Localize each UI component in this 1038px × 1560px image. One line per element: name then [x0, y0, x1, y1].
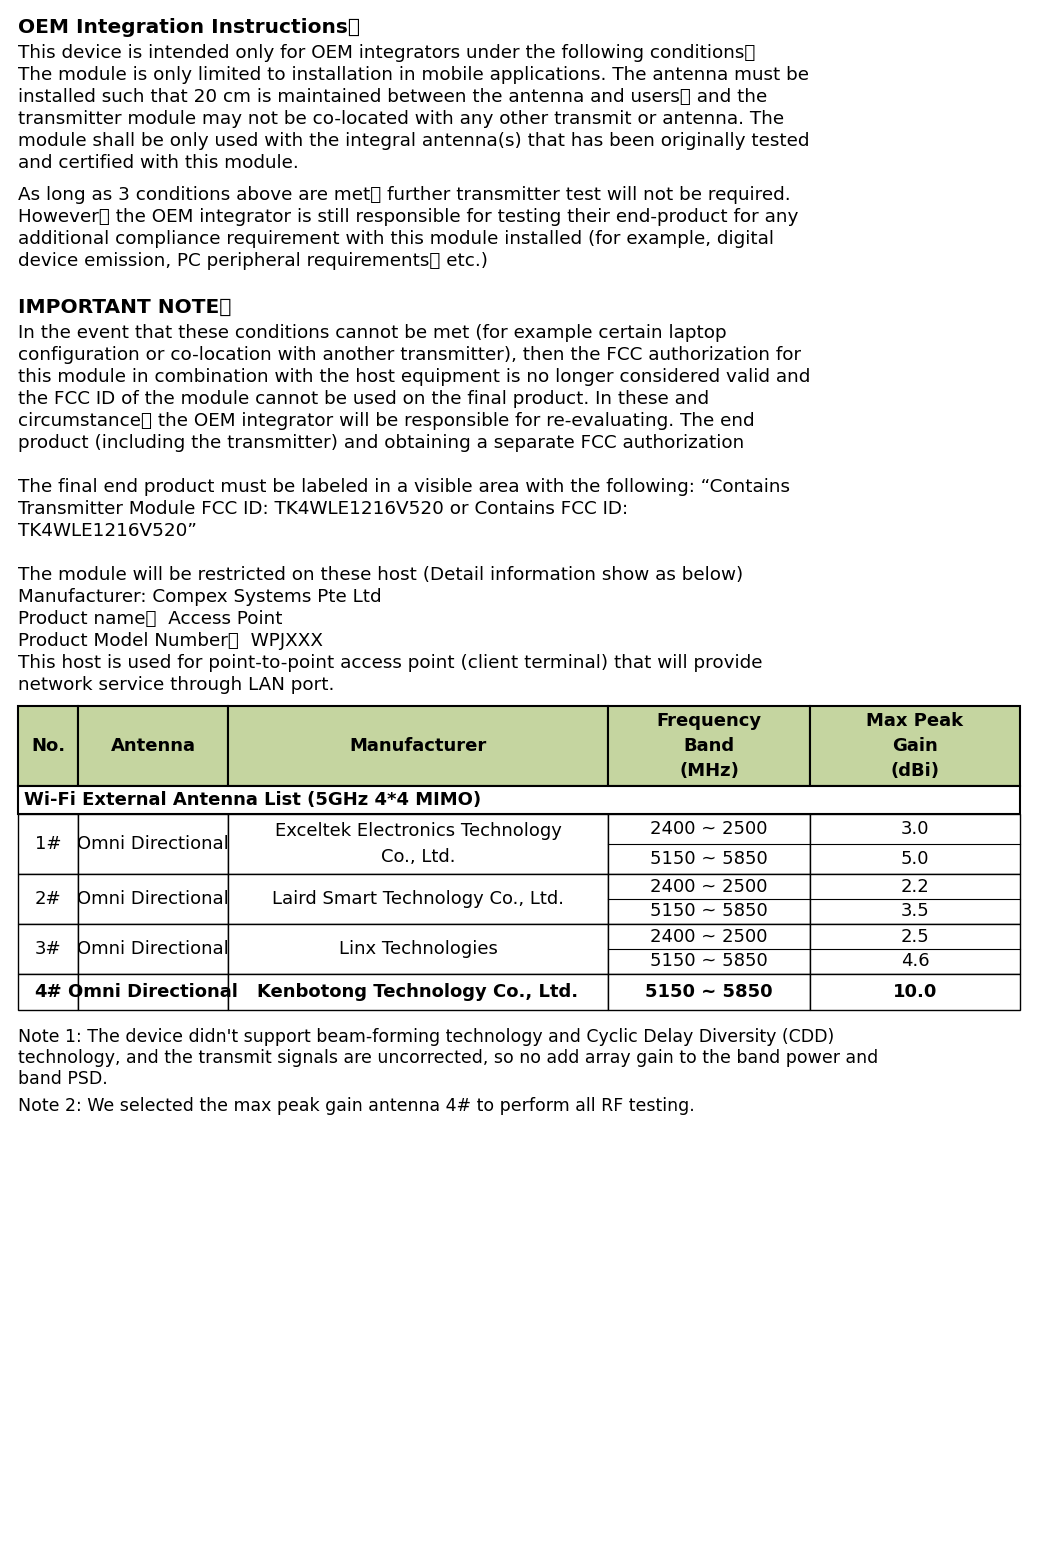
Text: Kenbotong Technology Co., Ltd.: Kenbotong Technology Co., Ltd.: [257, 983, 578, 1002]
Text: Antenna: Antenna: [110, 736, 195, 755]
Bar: [18, 707, 78, 786]
Bar: [228, 973, 608, 1009]
Bar: [608, 973, 810, 1009]
Text: Product name：  Access Point: Product name： Access Point: [18, 610, 282, 629]
Text: Manufacturer: Compex Systems Pte Ltd: Manufacturer: Compex Systems Pte Ltd: [18, 588, 382, 605]
Text: This device is intended only for OEM integrators under the following conditions：: This device is intended only for OEM int…: [18, 44, 756, 62]
Text: 2400 ~ 2500: 2400 ~ 2500: [650, 928, 768, 945]
Text: product (including the transmitter) and obtaining a separate FCC authorization: product (including the transmitter) and …: [18, 434, 744, 452]
Text: However， the OEM integrator is still responsible for testing their end-product f: However， the OEM integrator is still res…: [18, 207, 798, 226]
Text: 2#: 2#: [34, 891, 61, 908]
Text: TK4WLE1216V520”: TK4WLE1216V520”: [18, 523, 197, 540]
Text: 5.0: 5.0: [901, 850, 929, 867]
Text: In the event that these conditions cannot be met (for example certain laptop: In the event that these conditions canno…: [18, 324, 727, 342]
Bar: [78, 874, 228, 924]
Bar: [810, 973, 1020, 1009]
Text: 4.6: 4.6: [901, 953, 929, 970]
Text: Omni Directional: Omni Directional: [77, 835, 228, 853]
Text: 3.5: 3.5: [901, 903, 929, 920]
Text: 10.0: 10.0: [893, 983, 937, 1002]
Bar: [608, 814, 810, 874]
Text: transmitter module may not be co-located with any other transmit or antenna. The: transmitter module may not be co-located…: [18, 111, 784, 128]
Bar: [18, 973, 78, 1009]
Text: Note 2: We selected the max peak gain antenna 4# to perform all RF testing.: Note 2: We selected the max peak gain an…: [18, 1097, 694, 1115]
Text: 4#: 4#: [34, 983, 62, 1002]
Bar: [228, 707, 608, 786]
Text: Max Peak
Gain
(dBi): Max Peak Gain (dBi): [867, 711, 963, 780]
Bar: [810, 707, 1020, 786]
Text: 2.2: 2.2: [901, 877, 929, 895]
Text: This host is used for point-to-point access point (client terminal) that will pr: This host is used for point-to-point acc…: [18, 654, 763, 672]
Text: Wi-Fi External Antenna List (5GHz 4*4 MIMO): Wi-Fi External Antenna List (5GHz 4*4 MI…: [24, 791, 482, 810]
Text: The module will be restricted on these host (Detail information show as below): The module will be restricted on these h…: [18, 566, 743, 583]
Text: module shall be only used with the integral antenna(s) that has been originally : module shall be only used with the integ…: [18, 133, 810, 150]
Bar: [608, 707, 810, 786]
Bar: [78, 707, 228, 786]
Text: IMPORTANT NOTE：: IMPORTANT NOTE：: [18, 298, 231, 317]
Text: circumstance， the OEM integrator will be responsible for re-evaluating. The end: circumstance， the OEM integrator will be…: [18, 412, 755, 431]
Text: and certified with this module.: and certified with this module.: [18, 154, 299, 172]
Text: Product Model Number：  WPJXXX: Product Model Number： WPJXXX: [18, 632, 323, 651]
Text: 5150 ~ 5850: 5150 ~ 5850: [650, 850, 768, 867]
Text: The final end product must be labeled in a visible area with the following: “Con: The final end product must be labeled in…: [18, 477, 790, 496]
Bar: [18, 786, 1020, 814]
Text: As long as 3 conditions above are met， further transmitter test will not be requ: As long as 3 conditions above are met， f…: [18, 186, 791, 204]
Text: 2400 ~ 2500: 2400 ~ 2500: [650, 821, 768, 838]
Bar: [78, 924, 228, 973]
Text: No.: No.: [31, 736, 65, 755]
Text: Frequency
Band
(MHz): Frequency Band (MHz): [656, 711, 762, 780]
Text: OEM Integration Instructions：: OEM Integration Instructions：: [18, 19, 360, 37]
Text: additional compliance requirement with this module installed (for example, digit: additional compliance requirement with t…: [18, 229, 774, 248]
Bar: [608, 874, 810, 924]
Bar: [608, 924, 810, 973]
Text: Linx Technologies: Linx Technologies: [338, 941, 497, 958]
Bar: [18, 814, 78, 874]
Bar: [18, 874, 78, 924]
Bar: [228, 814, 608, 874]
Text: The module is only limited to installation in mobile applications. The antenna m: The module is only limited to installati…: [18, 66, 809, 84]
Text: Note 1: The device didn't support beam-forming technology and Cyclic Delay Diver: Note 1: The device didn't support beam-f…: [18, 1028, 835, 1047]
Text: band PSD.: band PSD.: [18, 1070, 108, 1087]
Text: 3#: 3#: [34, 941, 61, 958]
Bar: [228, 924, 608, 973]
Bar: [78, 814, 228, 874]
Text: installed such that 20 cm is maintained between the antenna and users， and the: installed such that 20 cm is maintained …: [18, 87, 767, 106]
Bar: [810, 874, 1020, 924]
Text: Transmitter Module FCC ID: TK4WLE1216V520 or Contains FCC ID:: Transmitter Module FCC ID: TK4WLE1216V52…: [18, 501, 628, 518]
Text: Omni Directional: Omni Directional: [69, 983, 238, 1002]
Text: 2.5: 2.5: [901, 928, 929, 945]
Text: Manufacturer: Manufacturer: [350, 736, 487, 755]
Text: Omni Directional: Omni Directional: [77, 941, 228, 958]
Text: 5150 ~ 5850: 5150 ~ 5850: [650, 953, 768, 970]
Text: network service through LAN port.: network service through LAN port.: [18, 675, 334, 694]
Bar: [810, 814, 1020, 874]
Bar: [228, 874, 608, 924]
Text: device emission, PC peripheral requirements， etc.): device emission, PC peripheral requireme…: [18, 253, 488, 270]
Text: 5150 ~ 5850: 5150 ~ 5850: [650, 903, 768, 920]
Text: this module in combination with the host equipment is no longer considered valid: this module in combination with the host…: [18, 368, 811, 385]
Text: technology, and the transmit signals are uncorrected, so no add array gain to th: technology, and the transmit signals are…: [18, 1048, 878, 1067]
Text: 3.0: 3.0: [901, 821, 929, 838]
Text: Laird Smart Technology Co., Ltd.: Laird Smart Technology Co., Ltd.: [272, 891, 564, 908]
Text: 5150 ~ 5850: 5150 ~ 5850: [646, 983, 773, 1002]
Text: the FCC ID of the module cannot be used on the final product. In these and: the FCC ID of the module cannot be used …: [18, 390, 709, 409]
Bar: [78, 973, 228, 1009]
Text: 1#: 1#: [34, 835, 61, 853]
Text: 2400 ~ 2500: 2400 ~ 2500: [650, 877, 768, 895]
Text: configuration or co-location with another transmitter), then the FCC authorizati: configuration or co-location with anothe…: [18, 346, 801, 363]
Bar: [18, 924, 78, 973]
Text: Omni Directional: Omni Directional: [77, 891, 228, 908]
Bar: [810, 924, 1020, 973]
Text: Exceltek Electronics Technology
Co., Ltd.: Exceltek Electronics Technology Co., Ltd…: [275, 822, 562, 866]
